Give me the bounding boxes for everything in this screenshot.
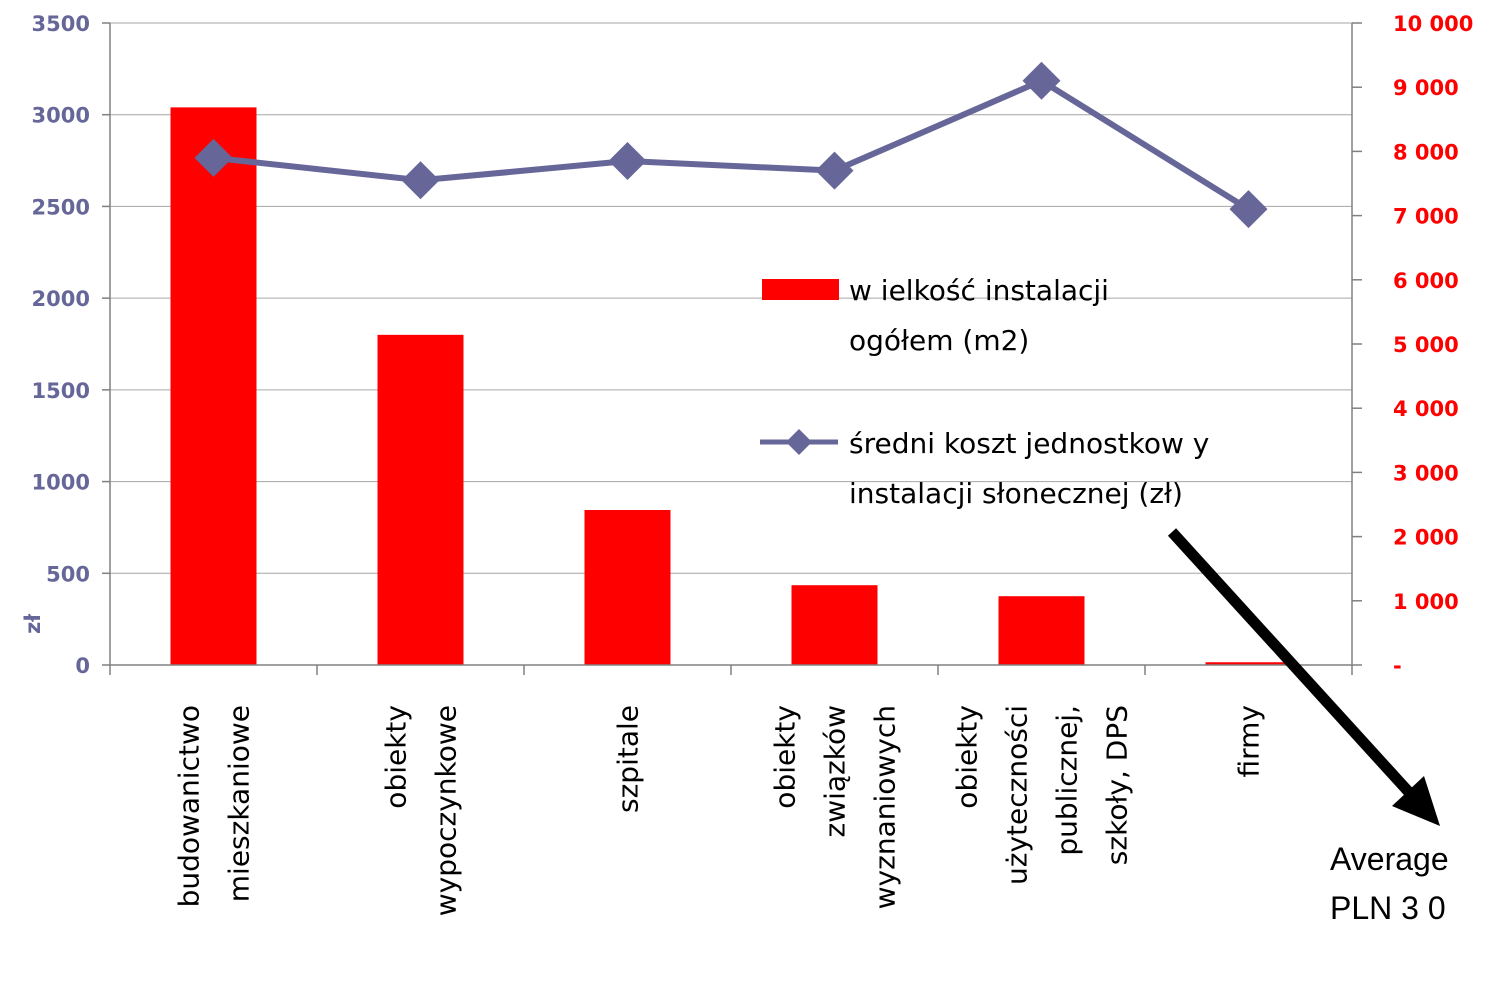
right-tick-label: 4 000 xyxy=(1393,397,1459,421)
legend-line-marker xyxy=(786,429,812,455)
left-tick-label: 500 xyxy=(46,562,90,586)
right-tick-label: 7 000 xyxy=(1393,205,1459,229)
bar-series xyxy=(170,107,1292,666)
right-tick-label: 3 000 xyxy=(1393,461,1459,485)
right-tick-label: - xyxy=(1393,654,1402,678)
right-tick-label: 6 000 xyxy=(1393,269,1459,293)
right-tick-label: 2 000 xyxy=(1393,526,1459,550)
category-label: szpitale xyxy=(612,705,645,813)
bar xyxy=(1205,662,1292,665)
line-point xyxy=(608,142,647,181)
right-tick-label: 10 000 xyxy=(1393,12,1473,36)
right-tick-label: 5 000 xyxy=(1393,333,1459,357)
category-label: obiekty xyxy=(769,705,802,809)
category-label: mieszkaniowe xyxy=(223,705,256,902)
annotation-arrow xyxy=(1167,528,1440,826)
left-tick-label: 1500 xyxy=(32,379,90,403)
line-series xyxy=(194,61,1268,229)
axes xyxy=(102,22,1362,675)
category-label: związków xyxy=(819,705,852,837)
category-label: obiekty xyxy=(380,705,413,809)
legend: w ielkość instalacji ogółem (m2) średni … xyxy=(760,274,1209,510)
left-tick-label: 2000 xyxy=(32,287,90,311)
bar xyxy=(377,334,464,665)
series-line xyxy=(213,77,1251,212)
left-tick-label: 2500 xyxy=(32,195,90,219)
left-tick-label: 3000 xyxy=(32,104,90,128)
annotation-line2: PLN 3 0 xyxy=(1330,890,1446,926)
right-tick-label: 1 000 xyxy=(1393,590,1459,614)
left-axis-ticks: 0 500 1000 1500 2000 2500 3000 3500 xyxy=(32,12,90,678)
right-tick-label: 8 000 xyxy=(1393,140,1459,164)
category-label: firmy xyxy=(1233,705,1266,778)
legend-bar-label-line1: w ielkość instalacji xyxy=(849,274,1109,307)
line-point xyxy=(815,151,854,190)
left-tick-label: 3500 xyxy=(32,12,90,36)
gridlines xyxy=(110,22,1352,666)
legend-line-label-line1: średni koszt jednostkow y xyxy=(849,427,1209,460)
left-axis-label: zł xyxy=(21,613,45,634)
right-tick-label: 9 000 xyxy=(1393,76,1459,100)
left-tick-label: 1000 xyxy=(32,471,90,495)
left-tick-label: 0 xyxy=(75,654,90,678)
legend-bar-swatch xyxy=(762,279,839,300)
category-labels: budowanictwo mieszkaniowe obiekty wypoczynk… xyxy=(173,705,1266,916)
right-axis-ticks: - 1 000 2 000 3 000 4 000 5 000 6 000 7 000 8 00… xyxy=(1393,12,1473,678)
category-label: wyznaniowych xyxy=(869,705,902,909)
bar xyxy=(170,107,257,666)
legend-bar-label-line2: ogółem (m2) xyxy=(849,324,1029,357)
category-label: obiekty xyxy=(951,705,984,809)
bar xyxy=(584,510,671,665)
category-label: szkoły, DPS xyxy=(1101,705,1134,865)
category-label: wypoczynkowe xyxy=(430,705,463,916)
category-label: budowanictwo xyxy=(173,705,206,907)
line-point xyxy=(1022,61,1061,100)
bar xyxy=(998,596,1085,665)
category-label: publicznej, xyxy=(1051,705,1084,856)
bar xyxy=(791,585,878,665)
legend-line-label-line2: instalacji słonecznej (zł) xyxy=(849,477,1183,510)
annotation-line1: Average xyxy=(1330,841,1449,877)
line-point xyxy=(401,161,440,200)
line-point xyxy=(1229,190,1268,229)
line-point xyxy=(194,138,233,177)
category-label: użyteczności xyxy=(1001,705,1034,885)
